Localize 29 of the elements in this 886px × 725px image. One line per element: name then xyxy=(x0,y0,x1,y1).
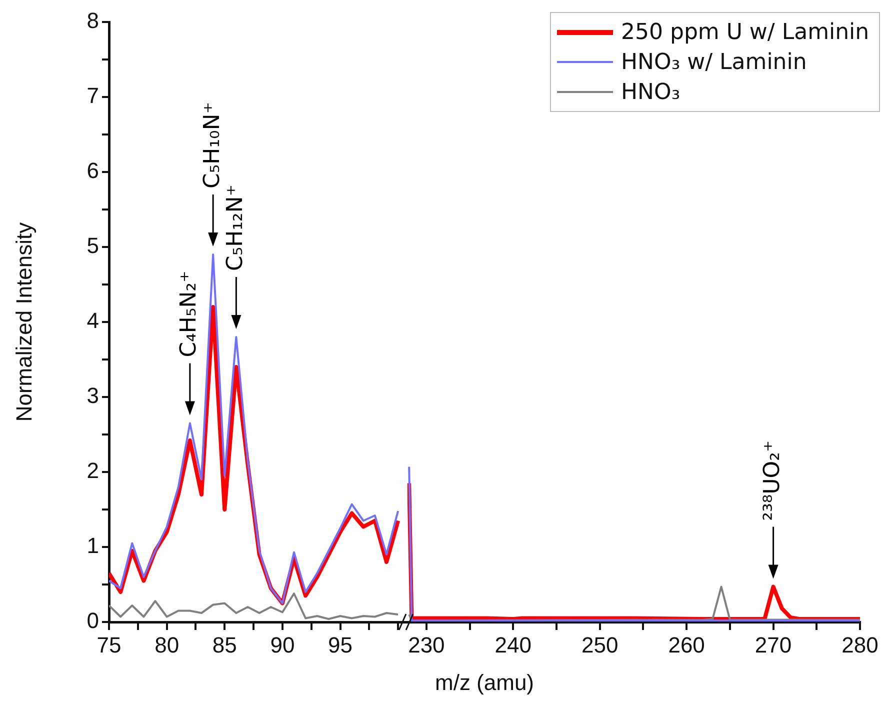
x-tick-label: 95 xyxy=(328,632,352,658)
x-tick-label: 85 xyxy=(212,632,237,658)
x-tick-label: 230 xyxy=(408,632,445,658)
x-tick-label: 80 xyxy=(154,632,180,658)
annotation: C₅H₁₂N⁺ xyxy=(222,184,248,271)
legend-label: HNO₃ xyxy=(621,80,680,104)
annotation: C₅H₁₀N⁺ xyxy=(200,102,225,188)
y-tick-label: 7 xyxy=(86,83,99,108)
y-tick-label: 4 xyxy=(86,308,99,334)
annotation: C₄H₅N₂⁺ xyxy=(176,270,202,358)
x-tick-label: 75 xyxy=(96,632,122,658)
x-tick-label: 240 xyxy=(494,632,532,658)
y-tick-label: 0 xyxy=(86,608,99,634)
x-tick-label: 90 xyxy=(270,632,295,658)
y-tick-label: 3 xyxy=(86,383,99,408)
annotation: ²³⁸UO₂⁺ xyxy=(760,440,786,521)
y-axis-title: Normalized Intensity xyxy=(11,222,36,422)
x-tick-label: 250 xyxy=(582,632,618,658)
x-axis-title: m/z (amu) xyxy=(435,670,534,696)
y-tick-label: 5 xyxy=(86,233,99,258)
y-tick-label: 1 xyxy=(86,533,99,558)
x-tick-label: 260 xyxy=(668,632,705,658)
x-tick-label: 270 xyxy=(754,632,792,658)
legend-label: 250 ppm U w/ Laminin xyxy=(621,20,870,44)
legend-label: HNO₃ w/ Laminin xyxy=(621,50,807,74)
y-tick-label: 6 xyxy=(86,158,99,184)
y-tick-label: 8 xyxy=(86,8,99,34)
y-tick-label: 2 xyxy=(86,458,99,484)
x-tick-label: 280 xyxy=(842,632,878,658)
